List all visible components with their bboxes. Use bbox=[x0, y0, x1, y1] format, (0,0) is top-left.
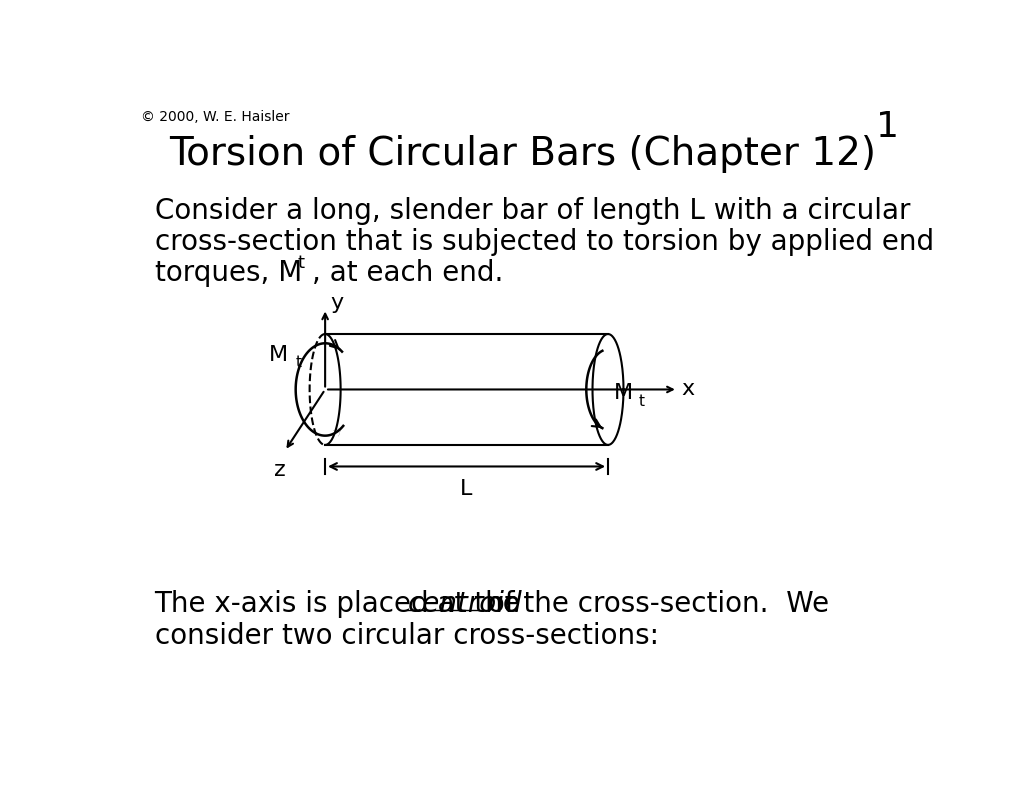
Text: t: t bbox=[638, 393, 644, 408]
Text: Consider a long, slender bar of length L with a circular: Consider a long, slender bar of length L… bbox=[155, 197, 909, 225]
Text: , at each end.: , at each end. bbox=[312, 258, 502, 287]
Text: torques, M: torques, M bbox=[155, 258, 302, 287]
Text: Torsion of Circular Bars (Chapter 12): Torsion of Circular Bars (Chapter 12) bbox=[169, 136, 875, 173]
Text: consider two circular cross-sections:: consider two circular cross-sections: bbox=[155, 622, 658, 650]
Text: M: M bbox=[269, 345, 288, 365]
Text: t: t bbox=[296, 355, 302, 370]
Text: y: y bbox=[330, 293, 343, 313]
Text: L: L bbox=[460, 479, 472, 499]
Text: of the cross-section.  We: of the cross-section. We bbox=[478, 589, 827, 618]
Text: The x-axis is placed at the: The x-axis is placed at the bbox=[155, 589, 529, 618]
Text: centroid: centroid bbox=[408, 589, 522, 618]
Text: t: t bbox=[298, 254, 305, 272]
Text: M: M bbox=[613, 383, 633, 403]
Text: z: z bbox=[274, 460, 285, 481]
Text: 1: 1 bbox=[874, 110, 898, 144]
Text: © 2000, W. E. Haisler: © 2000, W. E. Haisler bbox=[142, 110, 289, 124]
Text: x: x bbox=[681, 380, 694, 400]
Text: cross-section that is subjected to torsion by applied end: cross-section that is subjected to torsi… bbox=[155, 228, 932, 256]
